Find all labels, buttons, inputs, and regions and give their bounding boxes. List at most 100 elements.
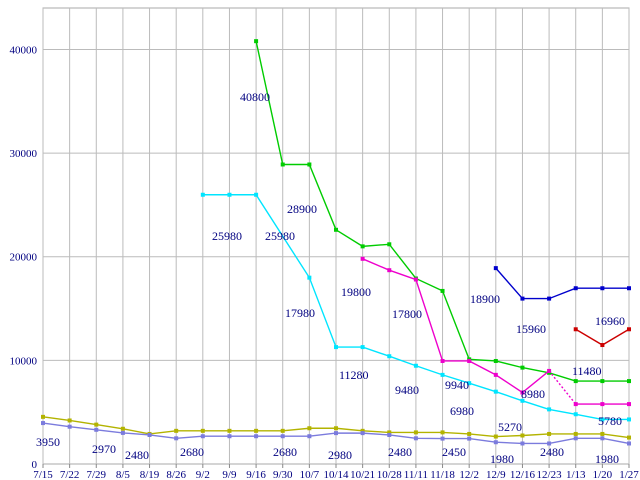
- series-marker-cyan: [627, 417, 631, 422]
- series-marker-periwinkle: [547, 441, 552, 446]
- x-axis-tick-label: 9/9: [222, 469, 237, 480]
- x-axis-tick-label: 1/13: [566, 469, 586, 480]
- x-axis-tick-label: 10/14: [323, 469, 349, 480]
- data-point-label: 5270: [498, 420, 522, 434]
- data-point-label: 2680: [273, 445, 297, 459]
- series-marker-periwinkle: [280, 434, 285, 439]
- series-marker-green: [254, 39, 259, 44]
- series-marker-periwinkle: [94, 427, 99, 432]
- data-point-label: 9480: [395, 383, 419, 397]
- data-point-label: 2480: [125, 448, 149, 462]
- series-marker-periwinkle: [413, 436, 418, 441]
- x-axis-tick-label: 1/20: [593, 469, 613, 480]
- series-marker-olive: [547, 431, 552, 436]
- series-marker-magenta: [360, 256, 365, 261]
- series-marker-periwinkle: [254, 434, 259, 439]
- x-axis-tick-label: 10/28: [377, 469, 403, 480]
- data-point-label: 18900: [470, 292, 500, 306]
- x-axis-tick-label: 10/7: [300, 469, 320, 480]
- data-point-label: 6980: [450, 404, 474, 418]
- series-marker-green: [573, 379, 578, 384]
- series-marker-navy: [573, 286, 578, 291]
- data-point-label: 1980: [595, 452, 619, 466]
- series-marker-green: [600, 379, 605, 384]
- series-marker-olive: [200, 428, 205, 433]
- series-marker-magenta-tail: [573, 402, 578, 407]
- series-marker-green: [520, 365, 525, 370]
- y-axis-origin-label: 0: [32, 459, 38, 471]
- data-point-label: 2680: [180, 445, 204, 459]
- series-marker-olive: [440, 430, 445, 435]
- series-marker-magenta: [440, 358, 445, 363]
- x-axis-tick-label: 9/2: [196, 469, 210, 480]
- series-marker-olive: [627, 435, 631, 440]
- series-marker-green: [360, 244, 365, 249]
- series-marker-olive: [413, 430, 418, 435]
- y-axis-tick-label: 30000: [10, 148, 38, 160]
- series-marker-cyan: [254, 192, 259, 197]
- series-marker-olive: [573, 431, 578, 436]
- series-marker-periwinkle: [493, 440, 498, 445]
- data-point-label: 2980: [328, 448, 352, 462]
- series-line-magenta: [362, 258, 550, 394]
- series-marker-olive: [254, 428, 259, 433]
- series-marker-olive: [387, 430, 392, 435]
- x-axis-tick-label: 8/19: [140, 469, 160, 480]
- x-axis-tick-label: 12/2: [459, 469, 479, 480]
- series-marker-periwinkle: [227, 434, 232, 439]
- data-point-label: 8980: [521, 387, 545, 401]
- series-marker-cyan: [467, 381, 472, 386]
- series-marker-green: [280, 162, 285, 167]
- series-marker-periwinkle: [440, 436, 445, 441]
- series-marker-olive: [600, 431, 605, 436]
- series-marker-magenta: [467, 358, 472, 363]
- x-axis-tick-label: 12/23: [537, 469, 563, 480]
- y-axis-tick-label: 40000: [10, 44, 38, 56]
- data-point-label: 5780: [598, 414, 622, 428]
- series-marker-periwinkle: [67, 424, 72, 429]
- series-marker-cyan: [547, 407, 552, 412]
- series-marker-olive: [41, 414, 45, 419]
- data-point-label: 17980: [285, 306, 315, 320]
- series-marker-olive: [307, 426, 312, 431]
- data-point-label: 17800: [392, 307, 422, 321]
- series-marker-magenta: [520, 390, 525, 395]
- series-marker-red: [627, 327, 631, 332]
- data-point-label: 28900: [287, 202, 317, 216]
- series-marker-cyan: [200, 192, 205, 197]
- x-axis-tick-label: 11/11: [404, 469, 428, 480]
- series-marker-olive: [67, 418, 72, 423]
- data-point-label: 25980: [265, 229, 295, 243]
- series-marker-magenta-tail: [627, 402, 631, 407]
- series-marker-periwinkle: [360, 431, 365, 436]
- series-marker-green: [493, 358, 498, 363]
- x-axis-tick-label: 11/18: [430, 469, 455, 480]
- series-marker-periwinkle: [467, 436, 472, 441]
- data-point-label: 11280: [339, 368, 369, 382]
- series-marker-navy: [547, 296, 552, 301]
- series-marker-periwinkle: [41, 421, 45, 426]
- x-axis-tick-label: 7/29: [86, 469, 106, 480]
- series-marker-periwinkle: [520, 441, 525, 446]
- series-marker-olive: [227, 428, 232, 433]
- series-marker-navy: [520, 296, 525, 301]
- x-axis-tick-label: 7/15: [33, 469, 53, 480]
- data-point-label: 25980: [212, 229, 242, 243]
- data-point-label: 19800: [341, 285, 371, 299]
- series-marker-cyan: [227, 192, 232, 197]
- series-marker-cyan: [360, 345, 365, 350]
- series-marker-olive: [94, 422, 99, 427]
- series-marker-cyan: [493, 389, 498, 394]
- series-marker-olive: [120, 426, 125, 431]
- series-marker-periwinkle: [387, 432, 392, 437]
- series-marker-periwinkle: [147, 432, 152, 437]
- series-marker-navy: [627, 286, 631, 291]
- series-marker-olive: [360, 428, 365, 433]
- series-marker-green: [440, 288, 445, 293]
- series-marker-cyan: [307, 275, 312, 280]
- series-marker-cyan: [600, 417, 605, 422]
- x-axis-tick-label: 1/27: [619, 469, 639, 480]
- series-marker-periwinkle: [200, 434, 205, 439]
- x-axis-tick-label: 8/26: [166, 469, 186, 480]
